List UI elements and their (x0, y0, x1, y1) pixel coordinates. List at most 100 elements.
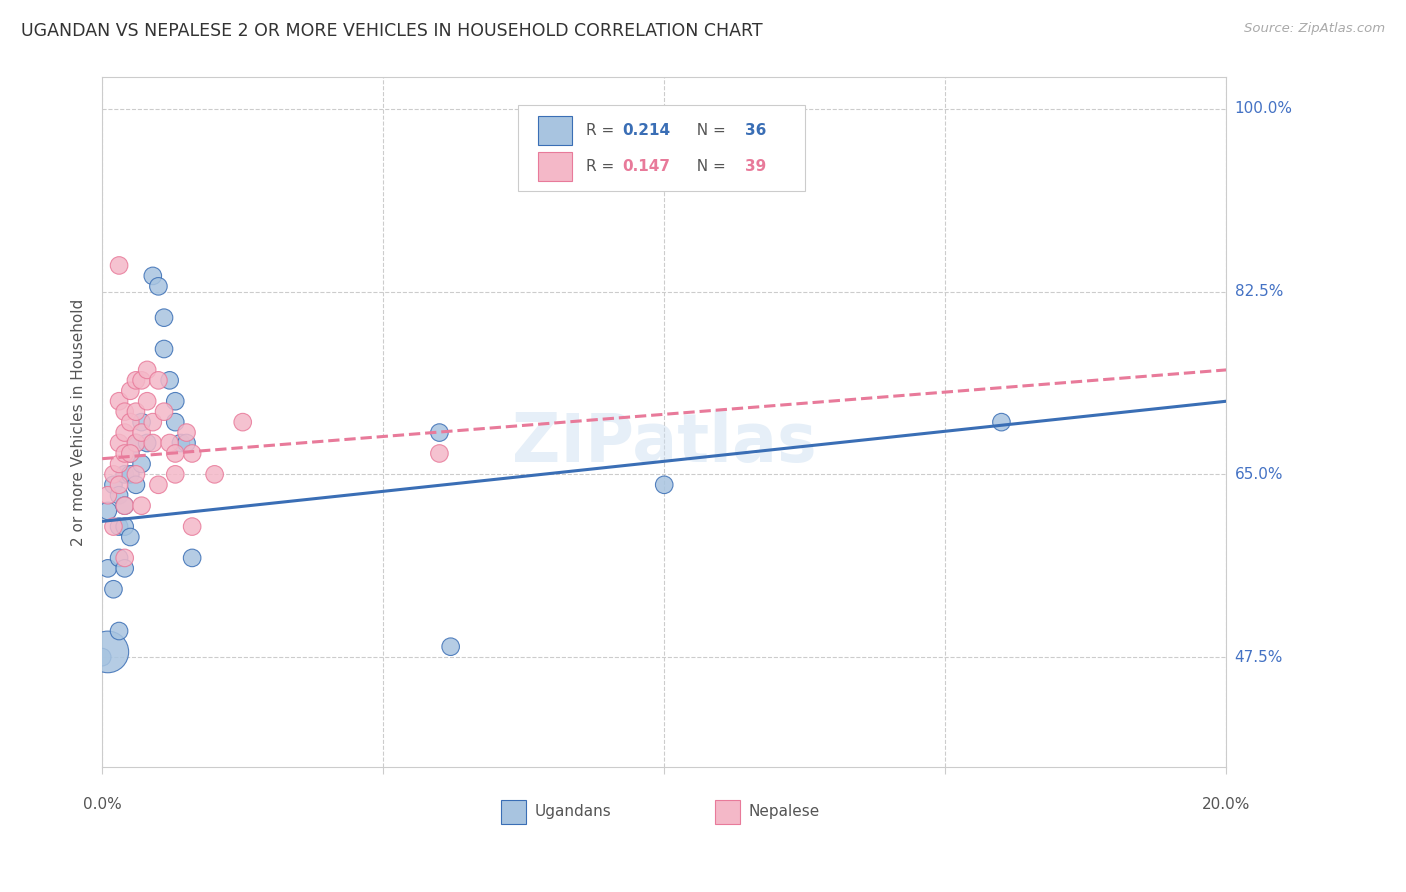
Point (120, 446, 142, 460)
Point (120, 384, 142, 398)
Text: N =: N = (686, 159, 730, 174)
Text: 0.147: 0.147 (623, 159, 671, 174)
Point (142, 415, 165, 429)
Point (125, 436, 148, 450)
Point (125, 405, 148, 419)
Point (131, 457, 153, 471)
Point (204, 467, 226, 482)
Point (652, 477, 675, 491)
Point (114, 405, 136, 419)
Point (165, 446, 187, 460)
Text: Nepalese: Nepalese (748, 804, 820, 819)
Text: Source: ZipAtlas.com: Source: ZipAtlas.com (1244, 22, 1385, 36)
FancyBboxPatch shape (714, 799, 740, 823)
Point (142, 436, 165, 450)
Point (131, 425, 153, 440)
FancyBboxPatch shape (538, 116, 572, 145)
Point (103, 477, 125, 491)
Point (108, 477, 131, 491)
Point (153, 310, 176, 325)
Point (148, 279, 170, 293)
Text: 0.214: 0.214 (623, 123, 671, 138)
Text: UGANDAN VS NEPALESE 2 OR MORE VEHICLES IN HOUSEHOLD CORRELATION CHART: UGANDAN VS NEPALESE 2 OR MORE VEHICLES I… (21, 22, 762, 40)
Point (125, 477, 148, 491)
Point (165, 415, 187, 429)
Point (125, 467, 148, 482)
Point (990, 415, 1012, 429)
Point (170, 436, 193, 450)
Point (108, 259, 131, 273)
Text: 0.0%: 0.0% (83, 797, 121, 813)
Point (153, 405, 176, 419)
Text: R =: R = (585, 123, 619, 138)
Point (91, 650, 114, 665)
Point (120, 415, 142, 429)
Point (429, 425, 451, 440)
Point (108, 550, 131, 565)
Point (114, 499, 136, 513)
Text: R =: R = (585, 159, 619, 174)
Point (103, 582, 125, 597)
Point (131, 499, 153, 513)
Point (232, 415, 254, 429)
Point (125, 436, 148, 450)
Point (159, 373, 181, 387)
Point (108, 394, 131, 409)
Point (181, 519, 204, 533)
Point (103, 467, 125, 482)
Text: ZIPatlas: ZIPatlas (512, 409, 817, 475)
Text: 47.5%: 47.5% (1234, 649, 1282, 665)
Point (114, 519, 136, 533)
Point (176, 436, 198, 450)
Point (142, 268, 165, 283)
FancyBboxPatch shape (538, 152, 572, 181)
Text: 65.0%: 65.0% (1234, 467, 1284, 482)
Point (108, 488, 131, 502)
Y-axis label: 2 or more Vehicles in Household: 2 or more Vehicles in Household (72, 299, 86, 546)
Point (108, 624, 131, 638)
FancyBboxPatch shape (517, 105, 804, 191)
Point (165, 467, 187, 482)
Point (120, 446, 142, 460)
Point (136, 363, 159, 377)
Point (159, 436, 181, 450)
Point (181, 446, 204, 460)
FancyBboxPatch shape (502, 799, 526, 823)
Text: 82.5%: 82.5% (1234, 284, 1282, 299)
Point (114, 446, 136, 460)
Text: 100.0%: 100.0% (1234, 102, 1292, 116)
Point (108, 519, 131, 533)
Point (103, 519, 125, 533)
Point (120, 530, 142, 544)
Point (114, 561, 136, 575)
Point (440, 640, 463, 654)
Text: 39: 39 (745, 159, 766, 174)
Text: 20.0%: 20.0% (1202, 797, 1250, 813)
Point (429, 446, 451, 460)
Point (181, 550, 204, 565)
Point (165, 394, 187, 409)
Point (148, 373, 170, 387)
Point (125, 373, 148, 387)
Point (148, 477, 170, 491)
Text: Ugandans: Ugandans (534, 804, 612, 819)
Text: 36: 36 (745, 123, 766, 138)
Point (97, 488, 120, 502)
Point (114, 425, 136, 440)
Point (136, 394, 159, 409)
Point (97, 561, 120, 575)
Point (97, 645, 120, 659)
Point (131, 415, 153, 429)
Point (108, 457, 131, 471)
Text: N =: N = (686, 123, 730, 138)
Point (153, 342, 176, 356)
Point (108, 436, 131, 450)
Point (97, 504, 120, 518)
Point (114, 499, 136, 513)
Point (120, 467, 142, 482)
Point (136, 436, 159, 450)
Point (176, 425, 198, 440)
Point (131, 373, 153, 387)
Point (114, 467, 136, 482)
Point (114, 550, 136, 565)
